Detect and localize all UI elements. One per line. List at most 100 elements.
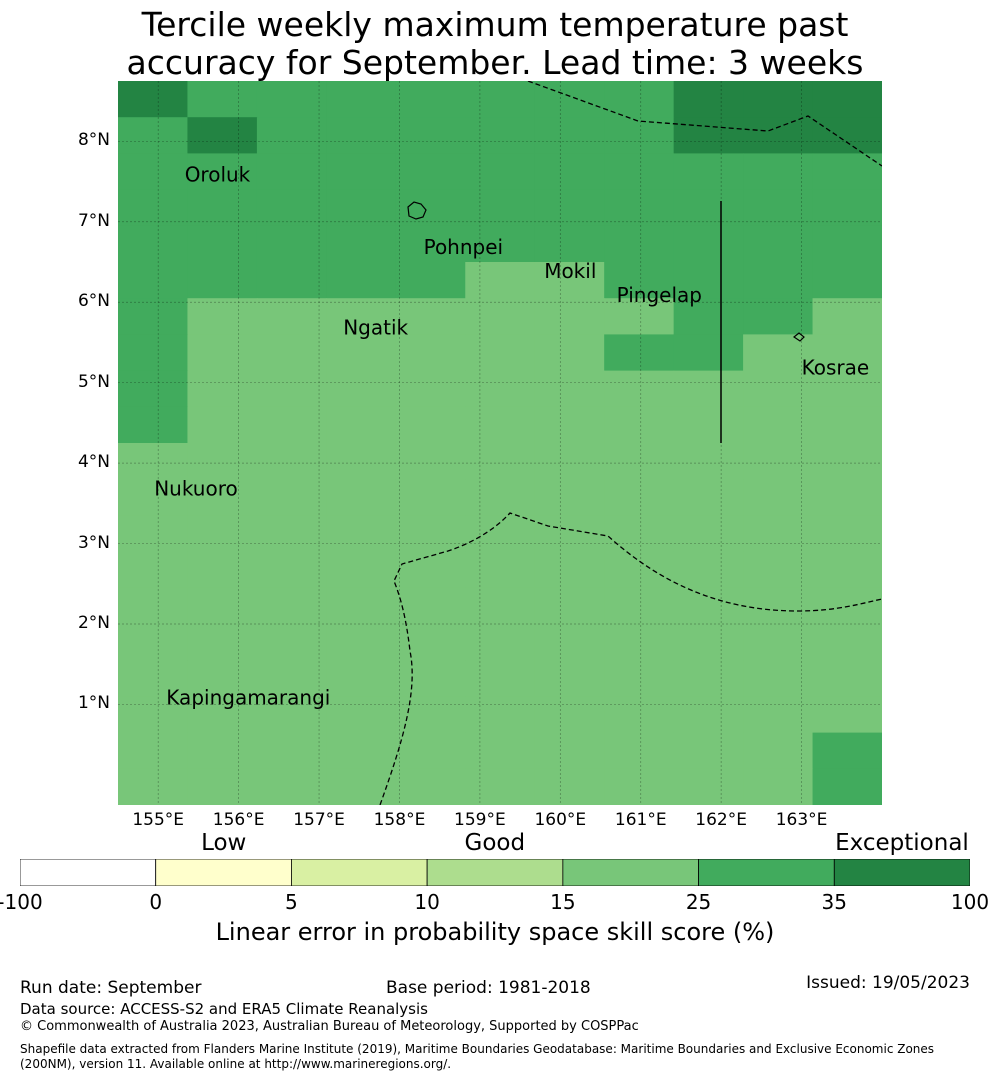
- skill-cell: [118, 406, 189, 444]
- skill-cell: [673, 587, 744, 625]
- skill-cell: [465, 587, 536, 625]
- skill-cell: [326, 117, 397, 154]
- skill-cell: [256, 660, 327, 697]
- skill-cell: [326, 515, 397, 553]
- base-period: Base period: 1981-2018: [386, 978, 591, 998]
- skill-cell: [604, 153, 675, 191]
- skill-cell: [118, 334, 189, 372]
- skill-cell: [187, 298, 258, 335]
- skill-cell: [673, 406, 744, 444]
- skill-cell: [187, 443, 258, 480]
- longitude-tick-label: 155°E: [132, 810, 185, 830]
- place-label: Kapingamarangi: [166, 685, 330, 709]
- skill-cell: [604, 443, 675, 480]
- skill-cell: [743, 189, 814, 227]
- skill-cell: [534, 117, 605, 154]
- skill-cell: [743, 551, 814, 589]
- skill-cell: [604, 225, 675, 263]
- skill-cell: [465, 551, 536, 589]
- skill-cell: [326, 587, 397, 625]
- skill-cell: [395, 189, 466, 227]
- skill-cell: [326, 624, 397, 661]
- skill-cell: [743, 515, 814, 553]
- skill-cell: [256, 153, 327, 191]
- skill-cell: [534, 262, 605, 299]
- chart-title: Tercile weekly maximum temperature past …: [0, 6, 990, 82]
- skill-cell: [673, 189, 744, 227]
- skill-cell: [812, 406, 882, 444]
- skill-cell: [673, 81, 744, 118]
- skill-cell: [465, 153, 536, 191]
- skill-cell: [534, 334, 605, 372]
- skill-cell: [812, 225, 882, 263]
- skill-cell: [187, 370, 258, 408]
- skill-cell: [465, 624, 536, 661]
- colorbar-segment: [562, 859, 699, 886]
- pohnpei-island-outline: [407, 201, 427, 220]
- colorbar-segment: [426, 859, 564, 886]
- skill-cell: [395, 153, 466, 191]
- skill-cell: [118, 479, 189, 516]
- latitude-tick-label: 8°N: [77, 130, 110, 151]
- skill-cell: [465, 660, 536, 697]
- skill-cell: [395, 334, 466, 372]
- skill-cell: [187, 551, 258, 589]
- skill-cell: [256, 262, 327, 299]
- skill-cell: [395, 732, 466, 770]
- skill-cell: [256, 624, 327, 661]
- skill-cell: [395, 81, 466, 118]
- longitude-tick-label: 158°E: [373, 810, 426, 830]
- skill-cell: [534, 587, 605, 625]
- skill-cell: [673, 660, 744, 697]
- colorbar-segment: [291, 859, 428, 886]
- skill-cell: [118, 587, 189, 625]
- skill-cell: [604, 515, 675, 553]
- skill-cell: [326, 443, 397, 480]
- longitude-tick-label: 159°E: [454, 810, 506, 830]
- skill-cell: [743, 370, 814, 408]
- skill-cell: [326, 732, 397, 770]
- skill-cell: [673, 370, 744, 408]
- skill-cell: [326, 696, 397, 734]
- colorbar-tick-label: 15: [550, 890, 576, 914]
- skill-cell: [326, 189, 397, 227]
- skill-cell: [395, 117, 466, 154]
- skill-cell: [604, 479, 675, 516]
- skill-cell: [118, 732, 189, 770]
- issued-date: Issued: 19/05/2023: [806, 973, 970, 993]
- colorbar-tick-label: 35: [821, 890, 848, 914]
- latitude-tick-label: 1°N: [77, 693, 110, 714]
- place-label: Pohnpei: [424, 235, 504, 259]
- skill-cell: [395, 443, 466, 480]
- skill-cell: [187, 624, 258, 661]
- skill-cell: [118, 443, 189, 480]
- skill-cell: [812, 298, 882, 335]
- skill-cell: [465, 732, 536, 770]
- place-label: Pingelap: [617, 283, 702, 307]
- longitude-tick-label: 162°E: [695, 810, 748, 830]
- skill-cell: [604, 660, 675, 697]
- skill-cell: [743, 117, 814, 154]
- island-outlines: [407, 201, 805, 342]
- skill-cell: [743, 479, 814, 516]
- skill-cell: [256, 81, 327, 118]
- skill-cell: [604, 298, 675, 335]
- skill-cell: [673, 515, 744, 553]
- skill-cell: [256, 515, 327, 553]
- skill-category-label: Exceptional: [835, 830, 969, 856]
- skill-cell: [256, 587, 327, 625]
- skill-cell: [604, 81, 675, 118]
- colorbar-segment: [698, 859, 835, 886]
- skill-cell: [187, 768, 258, 805]
- skill-cell: [187, 660, 258, 697]
- skill-cell: [256, 732, 327, 770]
- skill-cell: [187, 479, 258, 516]
- skill-cell: [604, 768, 675, 805]
- skill-cell: [534, 153, 605, 191]
- colorbar-segment: [20, 859, 157, 886]
- skill-cell: [326, 81, 397, 118]
- skill-cell: [812, 479, 882, 516]
- skill-cell: [743, 587, 814, 625]
- skill-cell: [187, 81, 258, 118]
- skill-cell: [604, 262, 675, 299]
